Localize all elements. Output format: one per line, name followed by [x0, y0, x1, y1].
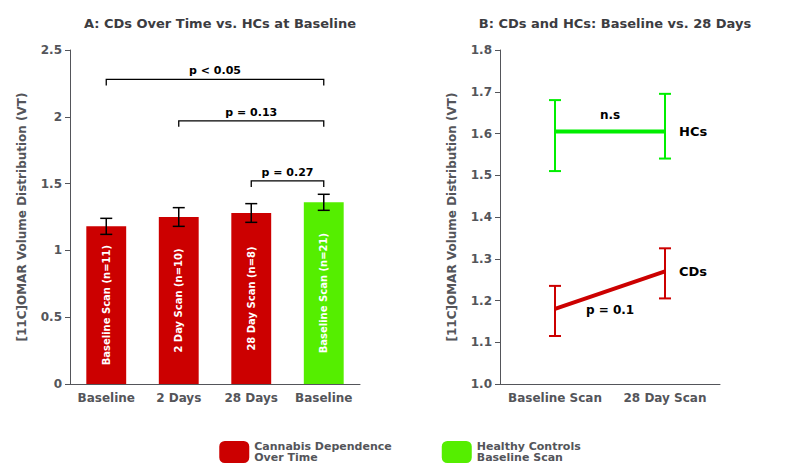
svg-text:1.8: 1.8	[471, 43, 492, 57]
svg-text:1.7: 1.7	[471, 85, 492, 99]
svg-text:28 Day Scan (n=8): 28 Day Scan (n=8)	[246, 246, 257, 350]
svg-text:2 Day Scan (n=10): 2 Day Scan (n=10)	[173, 248, 184, 352]
svg-text:B: CDs and HCs: Baseline vs. 2: B: CDs and HCs: Baseline vs. 28 Days	[479, 16, 752, 31]
svg-text:1.0: 1.0	[471, 377, 492, 391]
svg-text:2.5: 2.5	[41, 43, 62, 57]
svg-text:2 Days: 2 Days	[156, 391, 201, 405]
svg-text:2: 2	[54, 110, 62, 124]
svg-text:p = 0.13: p = 0.13	[225, 106, 277, 119]
svg-text:1.5: 1.5	[471, 168, 492, 182]
svg-text:A: CDs Over Time vs. HCs at Ba: A: CDs Over Time vs. HCs at Baseline	[84, 16, 356, 31]
svg-text:[11C]OMAR Volume Distribution: [11C]OMAR Volume Distribution (VT)	[15, 92, 29, 341]
svg-text:Baseline Scan (n=21): Baseline Scan (n=21)	[318, 233, 329, 353]
svg-text:Healthy Controls: Healthy Controls	[476, 440, 581, 453]
svg-text:0: 0	[54, 377, 62, 391]
svg-text:CDs: CDs	[679, 264, 707, 279]
svg-text:1.2: 1.2	[471, 294, 492, 308]
svg-text:Baseline: Baseline	[295, 391, 352, 405]
svg-text:28 Day Scan: 28 Day Scan	[624, 391, 707, 405]
svg-text:[11C]OMAR Volume Distribution: [11C]OMAR Volume Distribution (VT)	[445, 92, 459, 341]
svg-text:1.1: 1.1	[471, 335, 492, 349]
svg-text:HCs: HCs	[679, 124, 707, 139]
svg-text:Baseline Scan: Baseline Scan	[477, 451, 563, 464]
svg-text:1.6: 1.6	[471, 127, 492, 141]
svg-text:1.4: 1.4	[471, 210, 492, 224]
svg-text:Over Time: Over Time	[254, 451, 317, 464]
svg-text:Baseline Scan: Baseline Scan	[508, 391, 602, 405]
svg-text:n.s: n.s	[600, 108, 620, 122]
svg-text:1.3: 1.3	[471, 252, 492, 266]
svg-text:p < 0.05: p < 0.05	[189, 64, 241, 77]
svg-text:p = 0.1: p = 0.1	[586, 303, 634, 317]
svg-text:1: 1	[54, 243, 62, 257]
svg-text:0.5: 0.5	[41, 310, 62, 324]
svg-text:28 Days: 28 Days	[224, 391, 278, 405]
svg-text:p = 0.27: p = 0.27	[262, 166, 314, 179]
svg-text:Baseline: Baseline	[78, 391, 135, 405]
svg-text:Baseline Scan (n=11): Baseline Scan (n=11)	[101, 245, 112, 365]
svg-text:Cannabis Dependence: Cannabis Dependence	[254, 440, 392, 453]
svg-text:1.5: 1.5	[41, 177, 62, 191]
